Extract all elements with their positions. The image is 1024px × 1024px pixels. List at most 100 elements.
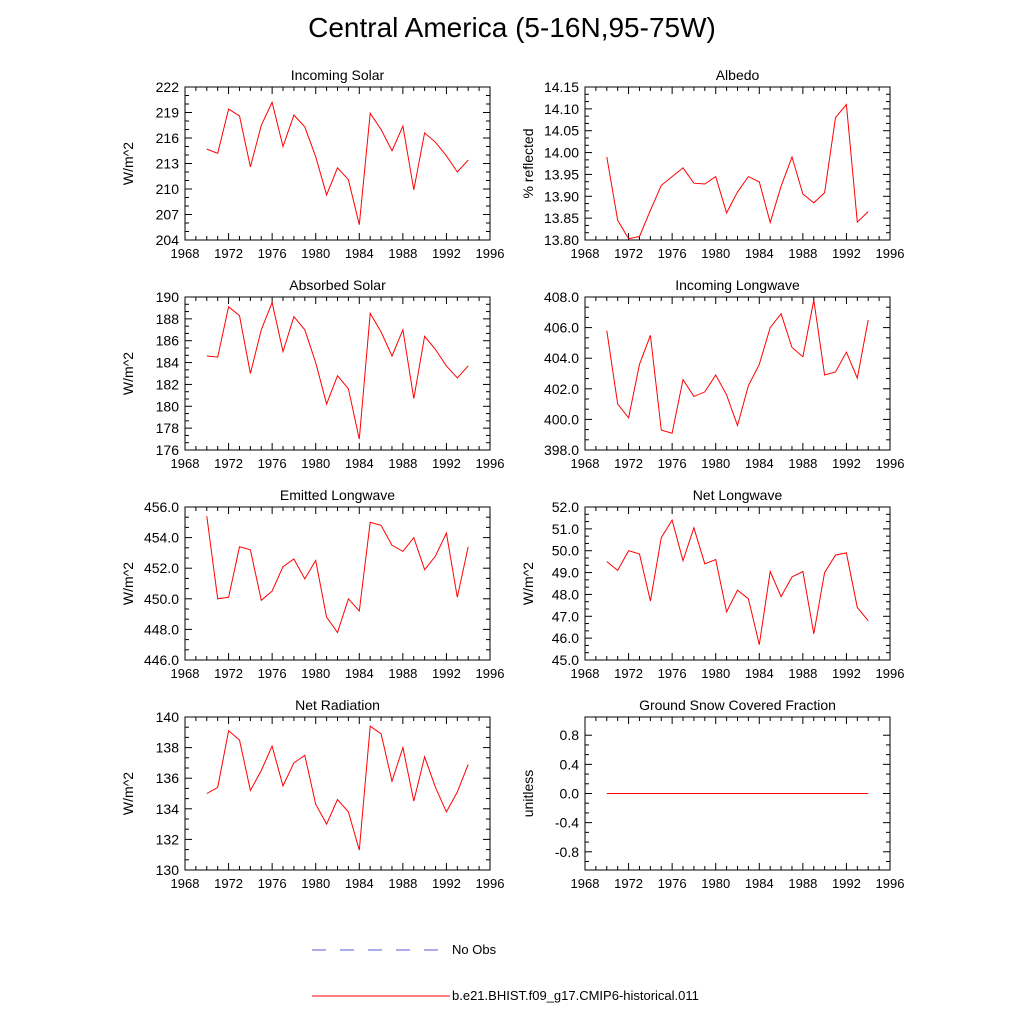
x-tick-label: 1972 bbox=[214, 876, 243, 891]
x-tick-label: 1968 bbox=[571, 456, 600, 471]
y-axis-label: % reflected bbox=[520, 128, 536, 198]
y-tick-label: -0.4 bbox=[555, 815, 579, 831]
x-tick-label: 1988 bbox=[388, 246, 417, 261]
y-tick-label: 452.0 bbox=[144, 560, 179, 576]
y-tick-label: 0.8 bbox=[560, 727, 580, 743]
y-tick-label: 0.0 bbox=[560, 786, 580, 802]
x-tick-label: 1972 bbox=[614, 666, 643, 681]
y-tick-label: 190 bbox=[156, 289, 180, 305]
x-tick-label: 1996 bbox=[876, 876, 905, 891]
x-tick-label: 1996 bbox=[476, 246, 505, 261]
x-tick-label: 1968 bbox=[171, 246, 200, 261]
x-tick-label: 1992 bbox=[432, 456, 461, 471]
panel-title: Incoming Solar bbox=[291, 67, 385, 83]
x-tick-label: 1980 bbox=[701, 246, 730, 261]
y-tick-label: 400.0 bbox=[544, 411, 579, 427]
panel-incoming-longwave: 1968 1972 1976 1980 1984 1988 1992 1996 408.0 406… bbox=[544, 277, 905, 471]
series-line bbox=[206, 300, 469, 440]
x-tick-label: 1992 bbox=[432, 666, 461, 681]
y-tick-label: 456.0 bbox=[144, 499, 179, 515]
x-tick-label: 1976 bbox=[258, 246, 287, 261]
y-tick-label: 14.05 bbox=[544, 123, 579, 139]
x-tick-label: 1972 bbox=[614, 876, 643, 891]
x-tick-label: 1972 bbox=[614, 246, 643, 261]
x-tick-label: 1968 bbox=[571, 666, 600, 681]
y-tick-label: 207 bbox=[156, 207, 180, 223]
x-tick-label: 1984 bbox=[345, 246, 374, 261]
y-tick-label: 134 bbox=[156, 801, 180, 817]
x-tick-label: 1992 bbox=[832, 876, 861, 891]
y-tick-label: 49.0 bbox=[552, 565, 579, 581]
y-tick-label: 138 bbox=[156, 740, 180, 756]
panel-title: Net Radiation bbox=[295, 697, 380, 713]
y-tick-label: 188 bbox=[156, 311, 180, 327]
x-tick-label: 1976 bbox=[658, 666, 687, 681]
y-axis-label: W/m^2 bbox=[120, 142, 136, 185]
y-tick-label: 182 bbox=[156, 376, 180, 392]
x-tick-label: 1976 bbox=[258, 456, 287, 471]
panel-net-radiation: 1968 1972 1976 1980 1984 1988 1992 1996 140 138 13… bbox=[120, 697, 504, 891]
x-tick-label: 1996 bbox=[876, 246, 905, 261]
panel-absorbed-solar: 1968 1972 1976 1980 1984 1988 1992 1996 190 188 18… bbox=[120, 277, 504, 471]
x-tick-label: 1980 bbox=[301, 666, 330, 681]
x-tick-label: 1996 bbox=[876, 456, 905, 471]
x-tick-label: 1972 bbox=[214, 456, 243, 471]
x-tick-label: 1972 bbox=[214, 246, 243, 261]
y-tick-label: 222 bbox=[156, 79, 180, 95]
x-tick-label: 1984 bbox=[345, 666, 374, 681]
y-axis-label: W/m^2 bbox=[120, 772, 136, 815]
panel-title: Albedo bbox=[716, 67, 760, 83]
x-tick-label: 1988 bbox=[388, 456, 417, 471]
y-tick-label: 219 bbox=[156, 105, 180, 121]
y-axis-label: W/m^2 bbox=[120, 352, 136, 395]
y-tick-label: 450.0 bbox=[144, 591, 179, 607]
x-tick-label: 1984 bbox=[745, 876, 774, 891]
panel-title: Ground Snow Covered Fraction bbox=[639, 697, 836, 713]
y-tick-label: 408.0 bbox=[544, 289, 579, 305]
y-tick-label: 48.0 bbox=[552, 586, 579, 602]
y-tick-label: 454.0 bbox=[144, 530, 179, 546]
x-tick-label: 1992 bbox=[432, 876, 461, 891]
y-tick-label: 130 bbox=[156, 862, 180, 878]
panel-emitted-longwave: 1968 1972 1976 1980 1984 1988 1992 1996 456.0 454… bbox=[120, 487, 504, 681]
x-tick-label: 1988 bbox=[788, 666, 817, 681]
y-tick-label: 204 bbox=[156, 232, 180, 248]
panel-title: Net Longwave bbox=[693, 487, 783, 503]
series-line bbox=[206, 725, 469, 851]
x-tick-label: 1972 bbox=[214, 666, 243, 681]
y-axis-label: W/m^2 bbox=[520, 562, 536, 605]
y-tick-label: 184 bbox=[156, 355, 180, 371]
x-tick-label: 1968 bbox=[571, 246, 600, 261]
y-tick-label: 176 bbox=[156, 442, 180, 458]
page-title: Central America (5-16N,95-75W) bbox=[308, 12, 716, 43]
x-tick-label: 1968 bbox=[171, 666, 200, 681]
y-tick-label: 178 bbox=[156, 420, 180, 436]
y-tick-label: 406.0 bbox=[544, 320, 579, 336]
panel-ground-snow-covered-fraction: 1968 1972 1976 1980 1984 1988 1992 1996 0.8 0.4 0.… bbox=[520, 697, 904, 891]
x-tick-label: 1980 bbox=[301, 456, 330, 471]
x-tick-label: 1976 bbox=[258, 876, 287, 891]
x-tick-label: 1984 bbox=[745, 246, 774, 261]
x-tick-label: 1992 bbox=[832, 246, 861, 261]
x-tick-label: 1992 bbox=[432, 246, 461, 261]
y-tick-label: 180 bbox=[156, 398, 180, 414]
panel-title: Absorbed Solar bbox=[289, 277, 386, 293]
x-tick-label: 1968 bbox=[571, 876, 600, 891]
x-tick-label: 1972 bbox=[614, 456, 643, 471]
panel-title: Emitted Longwave bbox=[280, 487, 395, 503]
x-tick-label: 1988 bbox=[788, 876, 817, 891]
plot-frame bbox=[584, 296, 891, 451]
plot-frame bbox=[184, 296, 491, 451]
y-tick-label: 186 bbox=[156, 333, 180, 349]
y-tick-label: 14.15 bbox=[544, 79, 579, 95]
x-tick-label: 1976 bbox=[658, 456, 687, 471]
y-tick-label: 448.0 bbox=[144, 621, 179, 637]
y-tick-label: 402.0 bbox=[544, 381, 579, 397]
x-tick-label: 1976 bbox=[258, 666, 287, 681]
y-tick-label: 446.0 bbox=[144, 652, 179, 668]
y-tick-label: 210 bbox=[156, 181, 180, 197]
y-tick-label: 136 bbox=[156, 770, 180, 786]
y-tick-label: 14.00 bbox=[544, 145, 579, 161]
series-line bbox=[206, 516, 469, 634]
